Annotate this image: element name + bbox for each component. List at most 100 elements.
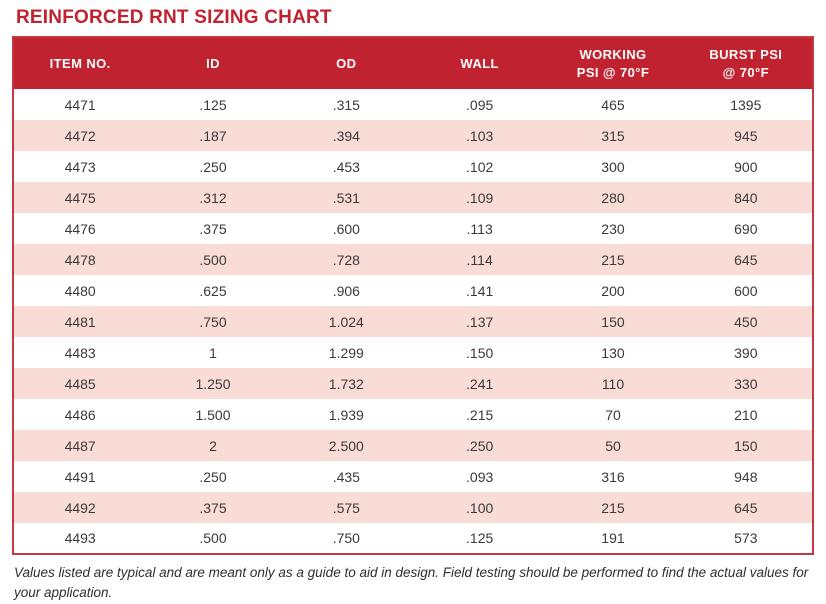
table-cell: 4485 xyxy=(13,368,147,399)
table-row: 4481.750 1.024.137 150 450 xyxy=(13,306,813,337)
table-cell: 150 xyxy=(679,430,813,461)
table-cell: .114 xyxy=(412,244,547,275)
table-cell: 150 xyxy=(546,306,680,337)
table-cell: 191 xyxy=(546,523,680,554)
table-cell: 900 xyxy=(679,151,813,182)
table-cell: 210 xyxy=(679,399,813,430)
table-cell: 330 xyxy=(679,368,813,399)
table-cell: 315 xyxy=(546,120,680,151)
column-header-working-psi: WORKING PSI @ 70°F xyxy=(546,37,680,89)
table-row: 4492.375.575.100 215 645 xyxy=(13,492,813,523)
table-cell: 1 xyxy=(146,337,280,368)
table-row: 4493.500.750.125 191 573 xyxy=(13,523,813,554)
table-cell: .906 xyxy=(279,275,413,306)
table-cell: 4478 xyxy=(13,244,147,275)
table-cell: 690 xyxy=(679,213,813,244)
table-cell: 450 xyxy=(679,306,813,337)
table-cell: .500 xyxy=(146,523,280,554)
table-cell: 300 xyxy=(546,151,680,182)
table-cell: .728 xyxy=(279,244,413,275)
table-row: 4487 2 2.500.250 50 150 xyxy=(13,430,813,461)
table-cell: 4471 xyxy=(13,89,147,120)
table-row: 4486 1.500 1.939.215 70 210 xyxy=(13,399,813,430)
table-cell: 840 xyxy=(679,182,813,213)
table-cell: 4492 xyxy=(13,492,147,523)
table-cell: 645 xyxy=(679,244,813,275)
table-row: 4478.500.728.114 215 645 xyxy=(13,244,813,275)
table-cell: .113 xyxy=(412,213,547,244)
table-cell: 1.250 xyxy=(146,368,280,399)
table-cell: 200 xyxy=(546,275,680,306)
table-cell: 600 xyxy=(679,275,813,306)
table-row: 4485 1.250 1.732.241 110 330 xyxy=(13,368,813,399)
table-cell: 4473 xyxy=(13,151,147,182)
table-cell: 948 xyxy=(679,461,813,492)
table-cell: .109 xyxy=(412,182,547,213)
table-cell: .435 xyxy=(279,461,413,492)
table-cell: .315 xyxy=(279,89,413,120)
table-header-row: ITEM NO. ID OD WALL WORKING PSI @ 70°F B… xyxy=(13,37,813,89)
table-cell: 4472 xyxy=(13,120,147,151)
table-cell: .312 xyxy=(146,182,280,213)
table-cell: .215 xyxy=(412,399,547,430)
table-cell: .241 xyxy=(412,368,547,399)
table-cell: .125 xyxy=(412,523,547,554)
table-row: 4480.625.906.141 200 600 xyxy=(13,275,813,306)
table-cell: 4491 xyxy=(13,461,147,492)
table-cell: 4493 xyxy=(13,523,147,554)
table-cell: .125 xyxy=(146,89,280,120)
table-cell: 50 xyxy=(546,430,680,461)
table-cell: 2.500 xyxy=(279,430,413,461)
table-cell: 4487 xyxy=(13,430,147,461)
table-cell: 4476 xyxy=(13,213,147,244)
table-cell: 215 xyxy=(546,492,680,523)
table-cell: .187 xyxy=(146,120,280,151)
table-cell: 130 xyxy=(546,337,680,368)
table-header: ITEM NO. ID OD WALL WORKING PSI @ 70°F B… xyxy=(13,37,813,89)
table-cell: 4480 xyxy=(13,275,147,306)
table-cell: 70 xyxy=(546,399,680,430)
footnote: Values listed are typical and are meant … xyxy=(14,565,809,600)
table-cell: .750 xyxy=(146,306,280,337)
column-header-item-no: ITEM NO. xyxy=(13,37,147,89)
table-cell: .095 xyxy=(412,89,547,120)
table-cell: 573 xyxy=(679,523,813,554)
table-cell: .600 xyxy=(279,213,413,244)
column-header-burst-psi: BURST PSI @ 70°F xyxy=(679,37,813,89)
column-header-od: OD xyxy=(279,37,413,89)
column-header-id: ID xyxy=(146,37,280,89)
table-row: 4472.187.394.103 315 945 xyxy=(13,120,813,151)
table-cell: 230 xyxy=(546,213,680,244)
table-cell: 645 xyxy=(679,492,813,523)
table-cell: 2 xyxy=(146,430,280,461)
table-row: 4471.125.315.095 465 1395 xyxy=(13,89,813,120)
table-cell: 316 xyxy=(546,461,680,492)
table-cell: .375 xyxy=(146,213,280,244)
table-cell: 390 xyxy=(679,337,813,368)
table-cell: 280 xyxy=(546,182,680,213)
page-title: REINFORCED RNT SIZING CHART xyxy=(16,7,332,28)
table-row: 4491.250.435.093 316 948 xyxy=(13,461,813,492)
table-cell: .500 xyxy=(146,244,280,275)
table-cell: .141 xyxy=(412,275,547,306)
table-cell: 4486 xyxy=(13,399,147,430)
table-cell: 1.939 xyxy=(279,399,413,430)
table-cell: 465 xyxy=(546,89,680,120)
table-cell: .137 xyxy=(412,306,547,337)
table-cell: 4481 xyxy=(13,306,147,337)
table-row: 4483 1 1.299.150 130 390 xyxy=(13,337,813,368)
table-cell: .453 xyxy=(279,151,413,182)
table-cell: 1395 xyxy=(679,89,813,120)
table-cell: .375 xyxy=(146,492,280,523)
table-cell: .750 xyxy=(279,523,413,554)
table-row: 4473.250.453.102 300 900 xyxy=(13,151,813,182)
table-cell: .150 xyxy=(412,337,547,368)
sizing-table: ITEM NO. ID OD WALL WORKING PSI @ 70°F B… xyxy=(12,36,814,555)
table-cell: .250 xyxy=(146,151,280,182)
table-cell: .250 xyxy=(146,461,280,492)
table-cell: 1.299 xyxy=(279,337,413,368)
column-header-wall: WALL xyxy=(412,37,547,89)
table-cell: .100 xyxy=(412,492,547,523)
table-cell: .575 xyxy=(279,492,413,523)
